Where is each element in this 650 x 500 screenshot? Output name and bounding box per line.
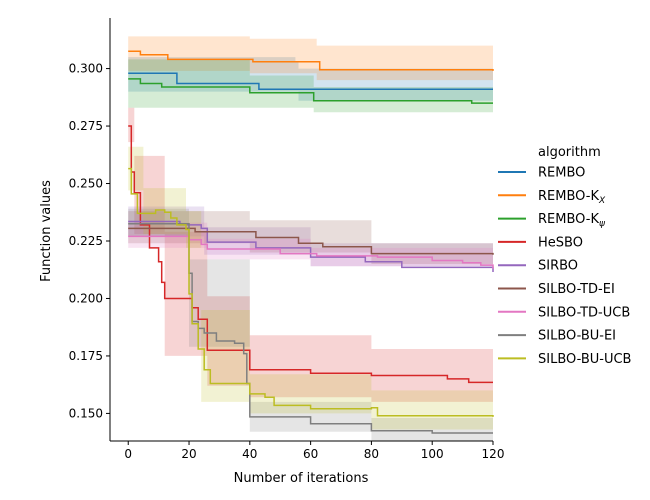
x-tick-label: 100 — [421, 447, 444, 461]
legend: algorithm REMBO REMBO-KX REMBO-Kψ HeSBO SIRB… — [498, 145, 631, 367]
y-tick-label: 0.175 — [69, 349, 103, 363]
legend-label-SIRBO: SIRBO — [538, 259, 578, 274]
legend-label-subscript: ψ — [599, 219, 606, 229]
band-SILBO-TD-EI — [128, 211, 493, 267]
legend-label-SILBO-TD-EI: SILBO-TD-EI — [538, 282, 615, 297]
y-tick-label: 0.275 — [69, 119, 103, 133]
x-tick-label: 120 — [482, 447, 505, 461]
legend-label-SILBO-BU-EI: SILBO-BU-EI — [538, 329, 616, 344]
legend-label-SILBO-BU-UCB: SILBO-BU-UCB — [538, 352, 631, 367]
y-tick-label: 0.300 — [69, 62, 103, 76]
legend-label-REMBO-K_psi: REMBO-Kψ — [538, 212, 606, 229]
y-tick-label: 0.150 — [69, 406, 103, 420]
line-SILBO-BU-EI — [128, 223, 493, 434]
series-lines — [128, 50, 494, 434]
line-SILBO-TD-UCB — [128, 235, 494, 269]
x-tick-label: 60 — [303, 447, 318, 461]
y-tick-label: 0.200 — [69, 291, 103, 305]
axes: 0 20 40 60 80 100 120 0.150 0.175 0.200 0.225 0.250… — [69, 18, 505, 461]
legend-label-REMBO: REMBO — [538, 166, 585, 181]
legend-label-HeSBO: HeSBO — [538, 235, 583, 250]
confidence-bands — [128, 36, 493, 441]
line-SILBO-BU-UCB — [128, 167, 494, 417]
line-REMBO — [128, 72, 493, 91]
x-tick-label: 40 — [242, 447, 257, 461]
legend-label-REMBO-K_X: REMBO-KX — [538, 189, 606, 206]
x-tick-label: 0 — [124, 447, 132, 461]
x-axis-label: Number of iterations — [234, 471, 369, 486]
y-tick-label: 0.225 — [69, 234, 103, 248]
x-tick-label: 80 — [364, 447, 379, 461]
y-axis-label: Function values — [39, 180, 54, 282]
line-REMBO-K_X — [128, 50, 494, 71]
line-REMBO-K_psi — [128, 78, 493, 104]
band-HeSBO — [128, 107, 493, 414]
band-REMBO-K_X — [128, 36, 493, 85]
x-tick-label: 20 — [181, 447, 196, 461]
band-SILBO-BU-UCB — [128, 146, 493, 437]
y-tick-label: 0.250 — [69, 177, 103, 191]
line-SILBO-TD-EI — [128, 227, 494, 255]
band-SILBO-BU-EI — [128, 208, 493, 441]
legend-label-SILBO-TD-UCB: SILBO-TD-UCB — [538, 305, 630, 320]
band-REMBO-K_psi — [128, 59, 493, 117]
legend-label-subscript: X — [598, 196, 606, 206]
legend-title: algorithm — [538, 145, 601, 160]
